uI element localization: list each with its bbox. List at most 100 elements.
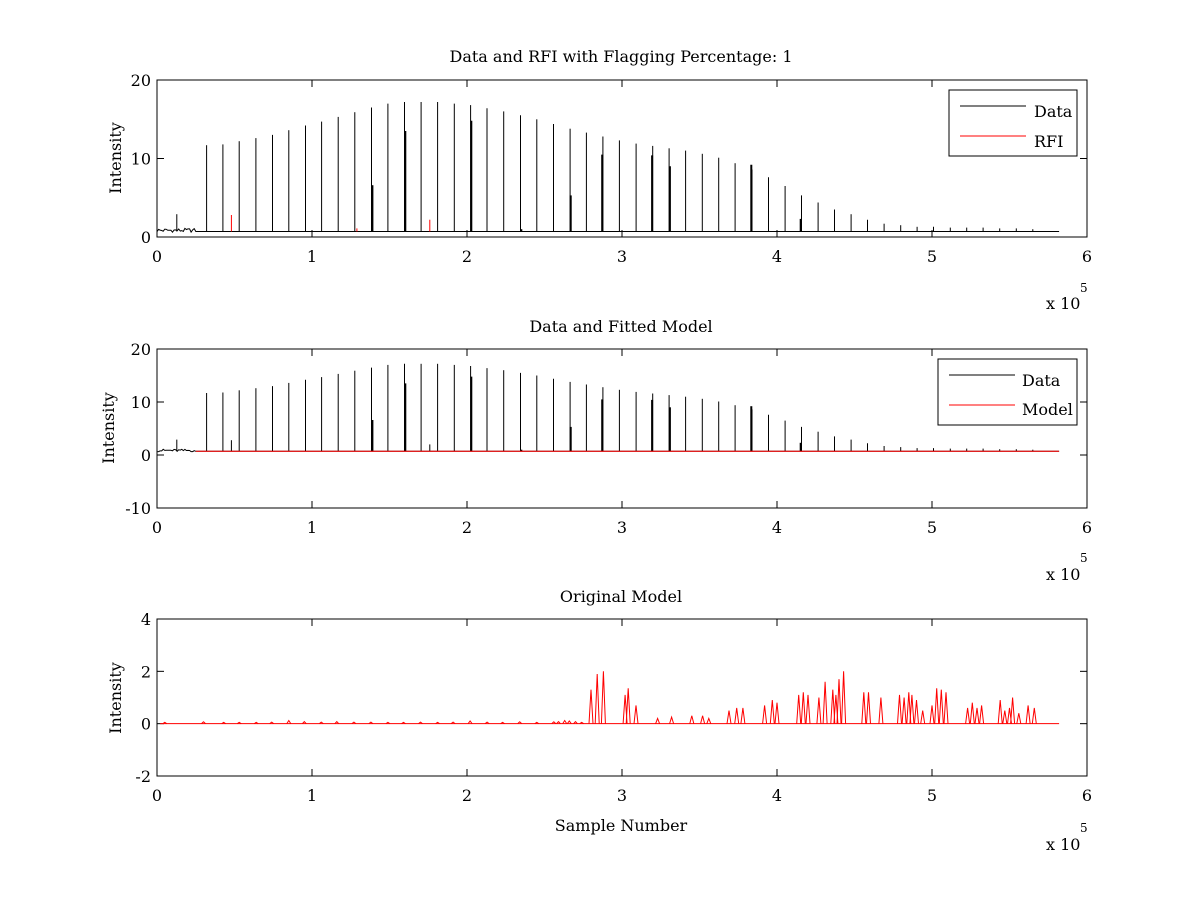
x-multiplier: x 10 5	[1046, 551, 1088, 584]
model-peak	[1002, 710, 1008, 724]
model-peak	[401, 721, 406, 725]
x-tick-label: 2	[462, 518, 472, 537]
x-multiplier: x 10 5	[1046, 821, 1088, 854]
x-multiplier-base: x 10	[1046, 835, 1080, 854]
model-peak	[484, 721, 490, 725]
model-peak	[689, 715, 695, 724]
model-peak	[534, 721, 540, 725]
y-tick-label: -2	[135, 767, 151, 786]
x-tick-label: 5	[927, 786, 937, 805]
x-multiplier-exponent: 5	[1080, 281, 1088, 295]
model-peak	[1016, 713, 1022, 724]
model-peak	[974, 707, 980, 724]
x-axis-label: Sample Number	[555, 816, 688, 835]
axes-background	[157, 619, 1087, 776]
model-peak	[633, 705, 639, 724]
x-multiplier: x 10 5	[1046, 281, 1088, 313]
model-peak	[566, 720, 572, 724]
legend-label-rfi: RFI	[1034, 132, 1063, 151]
panel-original-model: Original Model Intensity Sample Number 0…	[106, 587, 1092, 854]
y-tick-label: 0	[141, 446, 151, 465]
model-peak	[934, 688, 940, 724]
x-tick-label: 0	[152, 247, 162, 266]
legend-label-data: Data	[1034, 102, 1073, 121]
plot-area: 0 1 2 3 4 5 6 0 10 20	[131, 71, 1092, 266]
model-peak	[1010, 697, 1016, 724]
model-peak	[901, 697, 907, 724]
panel-title: Data and Fitted Model	[529, 317, 712, 336]
model-peak	[351, 721, 357, 725]
x-tick-label: 2	[462, 786, 472, 805]
x-tick-label: 0	[152, 786, 162, 805]
model-peak	[929, 705, 935, 724]
y-tick-label: 2	[141, 662, 151, 681]
model-peak	[762, 705, 768, 724]
model-peak	[920, 710, 926, 724]
x-multiplier-base: x 10	[1046, 565, 1080, 584]
model-peak	[897, 694, 902, 724]
model-peak	[669, 715, 675, 724]
axes-frame	[156, 618, 1088, 777]
x-tick-label: 0	[152, 518, 162, 537]
model-peak	[774, 702, 780, 724]
legend-box	[948, 89, 1078, 157]
model-peak	[914, 700, 919, 724]
model-peak	[938, 689, 944, 724]
x-tick-label: 3	[617, 786, 627, 805]
model-peak	[600, 671, 606, 724]
legend-box	[937, 358, 1078, 426]
x-tick-label: 2	[462, 247, 472, 266]
x-tick-label: 6	[1082, 247, 1092, 266]
model-peak	[301, 720, 307, 725]
model-peak	[861, 692, 867, 724]
y-tick-label: 20	[131, 340, 151, 359]
model-peak	[909, 694, 915, 724]
legend-label-model: Model	[1022, 400, 1073, 419]
legend: Data RFI	[948, 89, 1078, 157]
model-peak	[318, 721, 324, 725]
model-peak	[467, 720, 473, 724]
y-tick-label: 4	[141, 610, 151, 629]
y-tick-label: 10	[131, 150, 151, 169]
model-peak	[162, 721, 168, 725]
axes-background	[157, 80, 1087, 237]
legend-label-data: Data	[1022, 371, 1061, 390]
x-tick-label: 3	[617, 247, 627, 266]
y-tick-label: 20	[131, 71, 151, 90]
model-peak	[625, 688, 631, 724]
model-peak	[286, 719, 292, 724]
y-tick-label: -10	[125, 499, 151, 518]
model-peak	[334, 720, 340, 725]
model-peak	[706, 716, 712, 724]
axes-background	[157, 349, 1087, 508]
model-peak	[588, 689, 594, 724]
model-peak	[556, 720, 561, 725]
x-tick-label: 1	[307, 786, 317, 805]
model-peak	[769, 700, 775, 724]
x-tick-label: 6	[1082, 518, 1092, 537]
model-peak	[418, 721, 423, 725]
model-peak	[726, 710, 732, 724]
model-peak	[594, 673, 600, 724]
x-tick-label: 4	[772, 518, 782, 537]
x-tick-label: 5	[927, 247, 937, 266]
model-peak	[796, 694, 802, 724]
x-tick-label: 5	[927, 518, 937, 537]
model-peak	[573, 720, 578, 725]
y-axis-label: Intensity	[99, 392, 118, 464]
y-axis-label: Intensity	[106, 662, 125, 734]
panel-title: Data and RFI with Flagging Percentage: 1	[449, 47, 792, 66]
model-peak	[221, 721, 226, 725]
model-peak	[800, 692, 806, 724]
model-peak	[830, 689, 836, 724]
model-peak	[517, 721, 523, 725]
model-peak	[655, 716, 661, 724]
model-peak	[1025, 705, 1031, 724]
x-multiplier-base: x 10	[1046, 294, 1080, 313]
y-tick-label: 10	[131, 393, 151, 412]
model-peak	[700, 715, 706, 724]
panel-rfi: Data and RFI with Flagging Percentage: 1…	[106, 47, 1092, 313]
model-peak	[836, 679, 842, 724]
